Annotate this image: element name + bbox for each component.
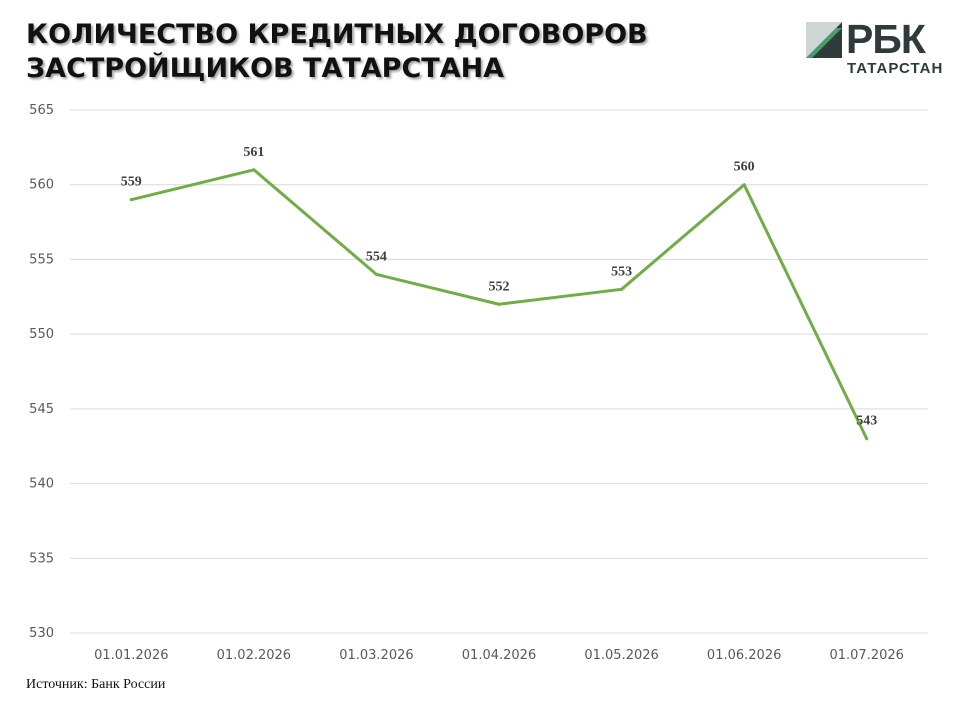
y-tick-label: 555 xyxy=(29,252,54,267)
source-note: Источник: Банк России xyxy=(26,677,166,692)
data-label: 543 xyxy=(856,414,877,429)
data-point xyxy=(497,302,501,306)
data-label: 561 xyxy=(243,145,264,160)
rbc-tatarstan-logo: РБК ТАТАРСТАН xyxy=(806,16,944,82)
y-tick-label: 565 xyxy=(29,103,54,118)
y-tick-label: 550 xyxy=(29,327,54,342)
rbc-logo-mark-icon xyxy=(806,22,842,58)
data-label: 559 xyxy=(121,175,142,190)
data-label: 553 xyxy=(611,264,632,279)
y-tick-label: 560 xyxy=(29,178,54,193)
logo-wordmark: РБК xyxy=(846,16,926,62)
data-point xyxy=(252,168,256,172)
x-tick-label: 01.04.2026 xyxy=(462,648,536,663)
data-label: 560 xyxy=(734,160,755,175)
chart-gridlines xyxy=(70,109,928,634)
x-axis: 01.01.2026 01.02.2026 01.03.2026 01.04.2026… xyxy=(94,648,904,663)
data-point xyxy=(129,198,133,202)
y-tick-label: 540 xyxy=(29,477,54,492)
data-point xyxy=(374,272,378,276)
x-tick-label: 01.03.2026 xyxy=(339,648,413,663)
y-tick-label: 545 xyxy=(29,402,54,417)
data-point xyxy=(865,437,869,441)
data-point xyxy=(742,183,746,187)
series-line-group xyxy=(129,168,869,441)
data-point xyxy=(620,287,624,291)
y-tick-label: 530 xyxy=(29,626,54,641)
x-tick-label: 01.05.2026 xyxy=(584,648,658,663)
data-labels: 559 561 554 552 553 560 543 xyxy=(121,145,877,429)
chart-title-line-2: ЗАСТРОЙЩИКОВ ТАТАРСТАНА xyxy=(26,53,505,84)
chart-title-line-1: КОЛИЧЕСТВО КРЕДИТНЫХ ДОГОВОРОВ xyxy=(26,19,648,50)
chart-title: КОЛИЧЕСТВО КРЕДИТНЫХ ДОГОВОРОВ ЗАСТРОЙЩИ… xyxy=(26,18,786,86)
x-tick-label: 01.07.2026 xyxy=(829,648,903,663)
y-tick-label: 535 xyxy=(29,551,54,566)
y-axis: 530 535 540 545 550 555 560 565 xyxy=(29,103,54,641)
x-tick-label: 01.02.2026 xyxy=(217,648,291,663)
x-tick-label: 01.06.2026 xyxy=(707,648,781,663)
x-tick-label: 01.01.2026 xyxy=(94,648,168,663)
logo-subtitle: ТАТАРСТАН xyxy=(847,60,944,77)
data-label: 554 xyxy=(366,249,387,264)
data-label: 552 xyxy=(489,279,510,294)
